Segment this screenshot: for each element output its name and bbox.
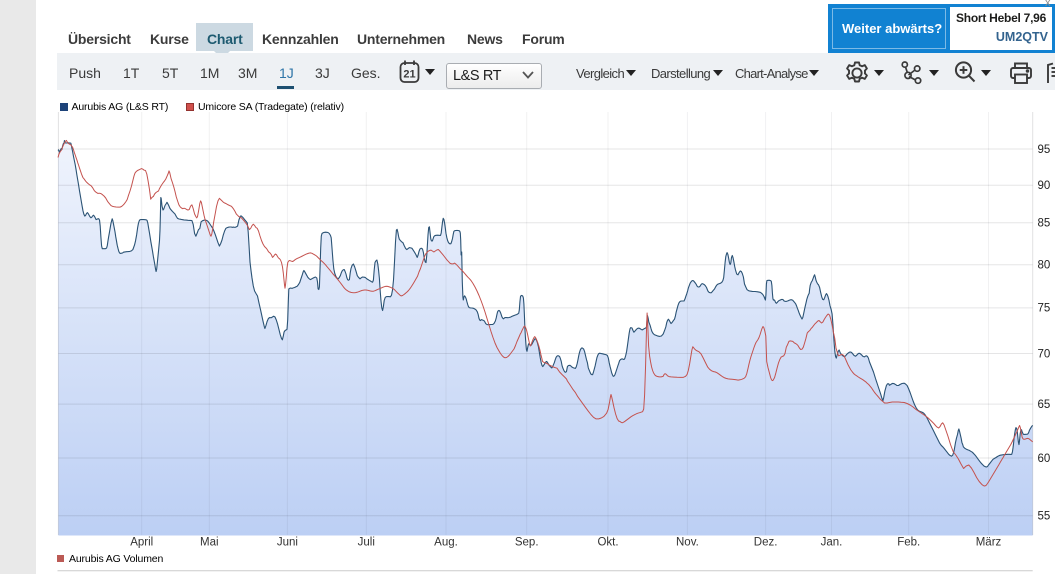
svg-text:März: März (976, 537, 1002, 549)
svg-text:21: 21 (403, 69, 415, 81)
svg-text:Sep.: Sep. (515, 537, 539, 549)
svg-text:Jan.: Jan. (821, 537, 843, 549)
svg-text:75: 75 (1038, 303, 1051, 315)
svg-text:80: 80 (1038, 260, 1051, 272)
svg-text:Nov.: Nov. (676, 537, 699, 549)
svg-text:85: 85 (1038, 218, 1051, 230)
svg-text:Feb.: Feb. (897, 537, 920, 549)
svg-text:Juni: Juni (277, 537, 298, 549)
svg-text:90: 90 (1038, 180, 1051, 192)
svg-text:Dez.: Dez. (754, 537, 778, 549)
svg-text:Mai: Mai (200, 537, 219, 549)
svg-text:April: April (130, 537, 153, 549)
svg-text:70: 70 (1038, 348, 1051, 360)
svg-text:65: 65 (1038, 399, 1051, 411)
svg-text:Okt.: Okt. (597, 537, 618, 549)
svg-text:Juli: Juli (358, 537, 375, 549)
svg-text:Aug.: Aug. (434, 537, 458, 549)
svg-text:95: 95 (1038, 144, 1051, 156)
svg-text:55: 55 (1038, 511, 1051, 523)
svg-text:60: 60 (1038, 453, 1051, 465)
